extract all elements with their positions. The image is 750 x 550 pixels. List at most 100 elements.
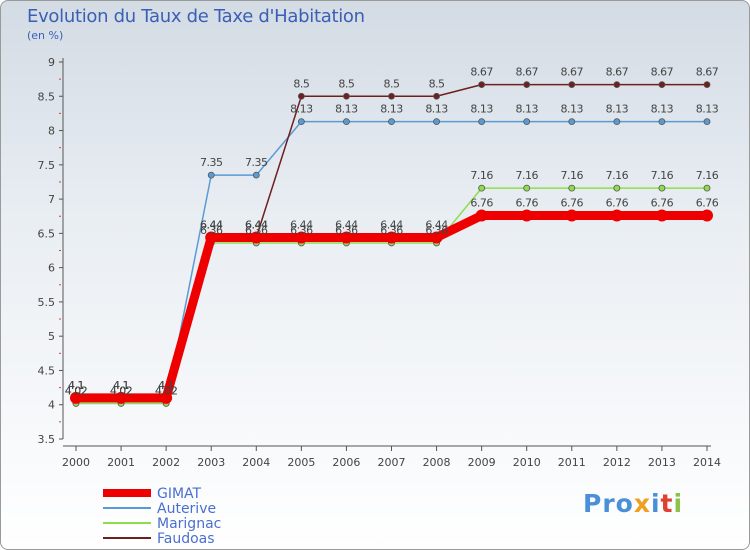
x-tick-label: 2007: [378, 456, 406, 469]
data-point-gimat: [160, 391, 173, 404]
data-label-auterive: 8.13: [606, 103, 629, 116]
x-tick-label: 2004: [242, 456, 270, 469]
data-point-marignac: [568, 184, 576, 192]
x-tick-label: 2002: [152, 456, 180, 469]
legend-label-faudoas: Faudoas: [157, 531, 215, 547]
data-label-marignac: 7.16: [561, 169, 584, 182]
y-tick-label: 8: [48, 125, 55, 138]
data-point-faudoas: [523, 81, 531, 89]
y-tick-label: 5: [48, 330, 55, 343]
legend-label-auterive: Auterive: [157, 501, 216, 517]
data-point-gimat: [205, 231, 218, 244]
data-label-gimat: 6.76: [470, 197, 493, 210]
data-label-faudoas: 8.5: [293, 77, 309, 90]
y-tick-label: 5.5: [38, 296, 56, 309]
data-label-marignac: 6.36: [200, 224, 223, 237]
data-label-auterive: 8.13: [290, 103, 313, 116]
data-point-auterive: [207, 171, 215, 179]
y-tick-label: 9: [48, 56, 55, 69]
data-label-faudoas: 8.5: [338, 77, 354, 90]
data-label-gimat: 6.44: [335, 218, 358, 231]
chart-title: Evolution du Taux de Taxe d'Habitation: [27, 6, 365, 27]
data-point-auterive: [613, 118, 621, 126]
data-label-gimat: 4.1: [158, 379, 174, 392]
data-label-gimat: 6.44: [425, 218, 448, 231]
data-point-marignac: [523, 184, 531, 192]
data-point-gimat: [610, 209, 623, 222]
legend-label-marignac: Marignac: [157, 516, 221, 532]
data-label-auterive: 7.35: [200, 156, 223, 169]
data-label-marignac: 6.36: [425, 224, 448, 237]
y-tick-label: 7: [48, 193, 55, 206]
data-label-marignac: 4.02: [155, 384, 178, 397]
data-point-auterive: [568, 118, 576, 126]
data-label-gimat: 6.44: [380, 218, 403, 231]
data-label-marignac: 7.16: [696, 169, 719, 182]
data-point-gimat: [70, 391, 82, 404]
data-label-marignac: 6.36: [245, 224, 268, 237]
data-point-gimat: [385, 231, 398, 244]
y-tick-label: 3.5: [38, 433, 56, 446]
data-point-gimat: [565, 209, 578, 222]
x-tick-label: 2009: [468, 456, 496, 469]
y-tick-label: 8.5: [38, 90, 56, 103]
data-label-faudoas: 8.5: [384, 77, 400, 90]
data-point-faudoas: [658, 81, 666, 89]
x-tick-label: 2006: [332, 456, 360, 469]
x-tick-label: 2000: [62, 456, 90, 469]
data-point-gimat: [701, 209, 713, 222]
data-point-faudoas: [478, 81, 486, 89]
data-point-faudoas: [297, 92, 305, 100]
data-label-gimat: 6.44: [290, 218, 313, 231]
data-point-gimat: [340, 231, 353, 244]
data-point-gimat: [295, 231, 308, 244]
data-label-auterive: 8.13: [380, 103, 403, 116]
data-label-faudoas: 6.44: [200, 218, 223, 231]
x-tick-label: 2012: [603, 456, 631, 469]
data-label-auterive: 8.13: [515, 103, 538, 116]
data-label-marignac: 7.16: [470, 169, 493, 182]
data-label-gimat: 6.76: [561, 197, 584, 210]
data-label-faudoas: 4.1: [158, 379, 174, 392]
data-label-faudoas: 8.67: [696, 66, 719, 79]
series-line-auterive: [75, 120, 708, 405]
data-point-faudoas: [568, 81, 576, 89]
x-tick-label: 2005: [287, 456, 315, 469]
data-label-auterive: 8.13: [696, 103, 719, 116]
y-tick-label: 7.5: [38, 159, 56, 172]
data-label-gimat: 6.44: [245, 218, 268, 231]
y-tick-label: 4.5: [38, 364, 56, 377]
data-point-gimat: [115, 391, 128, 404]
data-label-gimat: 6.76: [606, 197, 629, 210]
data-point-auterive: [703, 118, 711, 126]
data-point-auterive: [343, 118, 350, 126]
data-point-gimat: [520, 209, 533, 222]
data-label-auterive: 8.13: [651, 103, 674, 116]
x-tick-label: 2003: [197, 456, 225, 469]
data-point-auterive: [388, 118, 395, 126]
data-point-gimat: [250, 231, 263, 244]
x-tick-label: 2011: [558, 456, 586, 469]
data-point-faudoas: [433, 92, 440, 100]
y-tick-label: 6.5: [38, 227, 56, 240]
data-point-gimat: [430, 231, 443, 244]
data-label-gimat: 6.76: [515, 197, 538, 210]
data-label-marignac: 7.16: [515, 169, 538, 182]
data-label-faudoas: 8.67: [470, 66, 493, 79]
chart-unit-label: (en %): [27, 29, 64, 42]
data-label-gimat: 4.1: [113, 379, 129, 392]
data-point-auterive: [433, 118, 440, 126]
x-tick-label: 2014: [693, 456, 721, 469]
data-label-auterive: 8.13: [335, 103, 358, 116]
data-label-auterive: 4.02: [110, 384, 133, 397]
data-label-faudoas: 8.67: [606, 66, 629, 79]
x-tick-label: 2001: [107, 456, 135, 469]
data-label-marignac: 6.36: [335, 224, 358, 237]
x-tick-label: 2013: [648, 456, 676, 469]
data-label-faudoas: 4.1: [113, 379, 129, 392]
data-label-auterive: 4.02: [155, 384, 178, 397]
data-label-faudoas: 8.67: [515, 66, 538, 79]
data-point-faudoas: [703, 81, 711, 89]
